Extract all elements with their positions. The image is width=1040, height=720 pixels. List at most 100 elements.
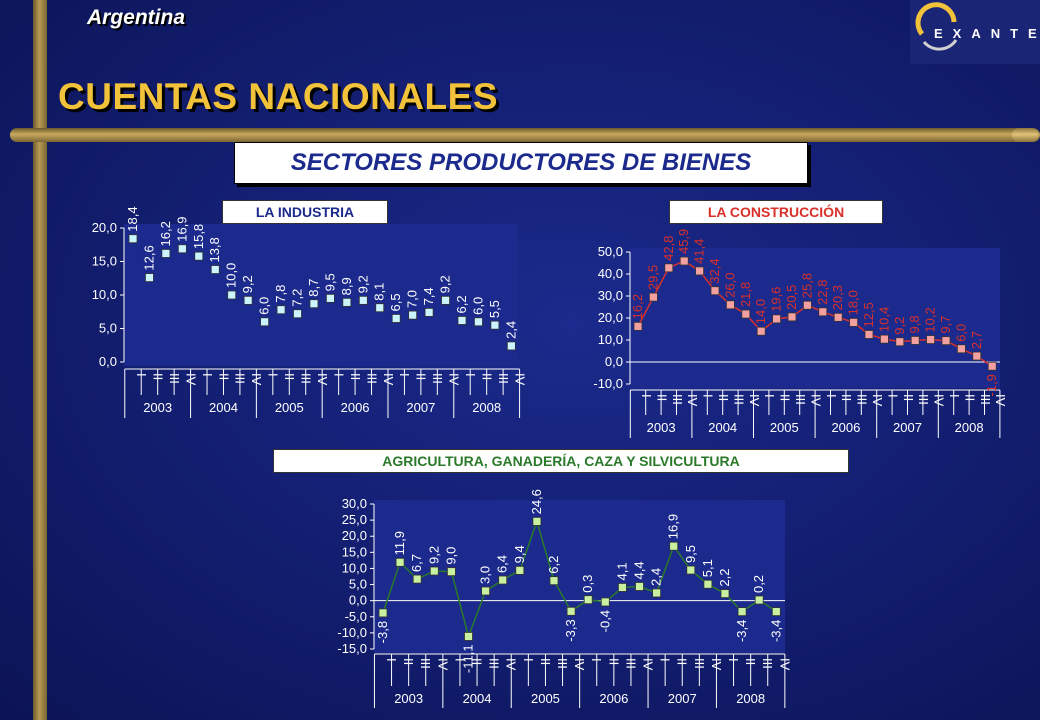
agriculture-data-point — [532, 517, 542, 526]
agriculture-data-label: 11,9 — [392, 531, 407, 555]
industry-data-point — [391, 314, 401, 323]
agriculture-quarter-label: IV — [777, 658, 792, 671]
industry-quarter-label: II — [479, 373, 494, 380]
agriculture-y-tick-label: -5,0 — [345, 609, 367, 624]
agriculture-quarter-label: III — [760, 658, 775, 669]
industry-year-label: 2004 — [209, 400, 238, 415]
construction-data-point — [772, 314, 781, 324]
industry-data-label: 7,0 — [405, 290, 420, 308]
industry-year-label: 2006 — [341, 400, 370, 415]
agriculture-quarter-label: II — [401, 658, 416, 665]
construction-data-label: 19,6 — [769, 287, 784, 312]
agriculture-data-label: 2,4 — [649, 568, 664, 586]
construction-data-point — [972, 351, 982, 361]
agriculture-data-label: 0,3 — [580, 575, 595, 593]
construction-quarter-label: III — [978, 394, 993, 405]
industry-quarter-label: IV — [447, 373, 462, 386]
country-label: Argentina — [87, 6, 186, 29]
construction-data-label: 10,2 — [923, 307, 938, 332]
construction-data-point — [864, 330, 874, 339]
agriculture-data-point — [378, 608, 388, 618]
agriculture-data-point — [635, 582, 644, 591]
industry-data-label: 9,2 — [438, 275, 453, 293]
industry-data-label: 9,2 — [240, 275, 255, 293]
agriculture-quarter-label: II — [470, 658, 485, 665]
industry-y-tick-label: 0,0 — [99, 354, 117, 369]
construction-quarter-label: I — [639, 394, 654, 398]
industry-data-label: 12,6 — [141, 245, 156, 270]
industry-data-point — [194, 251, 204, 261]
construction-data-point — [741, 309, 751, 319]
construction-year-label: 2007 — [893, 420, 922, 435]
industry-data-label: 13,8 — [207, 237, 222, 262]
industry-data-point — [243, 295, 253, 305]
construction-data-point — [756, 326, 766, 336]
agriculture-data-label: 6,2 — [546, 556, 561, 574]
agriculture-data-point — [771, 607, 781, 617]
industry-data-point — [161, 249, 171, 258]
construction-data-label: 2,7 — [969, 331, 984, 349]
construction-data-label: 20,5 — [784, 285, 799, 310]
agriculture-quarter-label: I — [521, 658, 536, 662]
agriculture-quarter-label: IV — [572, 658, 587, 671]
industry-quarter-label: IV — [315, 373, 330, 386]
agriculture-quarter-label: I — [658, 658, 673, 662]
industry-y-tick-label: 15,0 — [92, 254, 117, 269]
industry-data-label: 6,0 — [257, 297, 272, 315]
industry-chart-title: LA INDUSTRIA — [222, 200, 388, 224]
industry-data-point — [342, 297, 352, 307]
agriculture-data-label: 5,1 — [700, 559, 715, 577]
agriculture-data-label: -11,1 — [461, 644, 476, 673]
agriculture-data-point — [686, 565, 696, 575]
page-title: CUENTAS NACIONALES — [58, 76, 498, 117]
industry-data-label: 6,5 — [388, 293, 403, 311]
construction-quarter-label: IV — [747, 394, 762, 407]
construction-data-label: 20,3 — [830, 285, 845, 310]
construction-data-label: 41,4 — [692, 239, 707, 264]
construction-y-tick-label: 50,0 — [598, 244, 623, 259]
agriculture-data-label: -0,4 — [597, 610, 612, 632]
construction-year-label: 2005 — [770, 420, 799, 435]
industry-data-point — [375, 303, 385, 313]
construction-quarter-label: IV — [685, 394, 700, 407]
construction-quarter-label: III — [793, 394, 808, 405]
construction-data-point — [726, 300, 735, 310]
construction-quarter-label: III — [731, 394, 746, 405]
agriculture-year-label: 2004 — [463, 691, 492, 706]
industry-data-label: 8,7 — [306, 279, 321, 297]
agriculture-plot-area — [374, 500, 785, 653]
agriculture-data-label: 4,1 — [614, 562, 629, 580]
industry-quarter-label: II — [282, 373, 297, 380]
industry-data-point — [474, 317, 483, 327]
construction-year-label: 2008 — [955, 420, 984, 435]
construction-data-point — [941, 336, 951, 346]
construction-data-label: 9,7 — [938, 316, 953, 334]
construction-y-tick-label: 30,0 — [598, 288, 623, 303]
construction-quarter-label: I — [947, 394, 962, 398]
construction-quarter-label: III — [916, 394, 931, 405]
construction-data-point — [895, 337, 905, 347]
industry-year-label: 2007 — [406, 400, 435, 415]
industry-year-label: 2008 — [472, 400, 501, 415]
agriculture-data-point — [464, 632, 473, 641]
construction-quarter-label: I — [824, 394, 839, 398]
industry-quarter-label: II — [414, 373, 429, 380]
construction-y-tick-label: -10,0 — [593, 376, 623, 391]
agriculture-data-point — [754, 595, 764, 605]
industry-y-tick-label: 5,0 — [99, 321, 117, 336]
agriculture-year-label: 2006 — [599, 691, 628, 706]
industry-quarter-label: I — [134, 373, 149, 377]
construction-y-tick-label: 20,0 — [598, 310, 623, 325]
agriculture-data-label: 9,5 — [683, 545, 698, 563]
industry-data-point — [309, 299, 319, 309]
agriculture-quarter-label: II — [675, 658, 690, 665]
construction-data-label: 16,2 — [630, 294, 645, 319]
industry-y-tick-label: 10,0 — [92, 287, 117, 302]
construction-data-label: 21,8 — [738, 282, 753, 307]
industry-quarter-label: IV — [512, 373, 527, 386]
construction-quarter-label: II — [654, 394, 669, 401]
construction-data-label: 6,0 — [953, 324, 968, 342]
construction-data-point — [849, 317, 858, 327]
industry-quarter-label: I — [397, 373, 412, 377]
industry-data-point — [424, 308, 434, 317]
